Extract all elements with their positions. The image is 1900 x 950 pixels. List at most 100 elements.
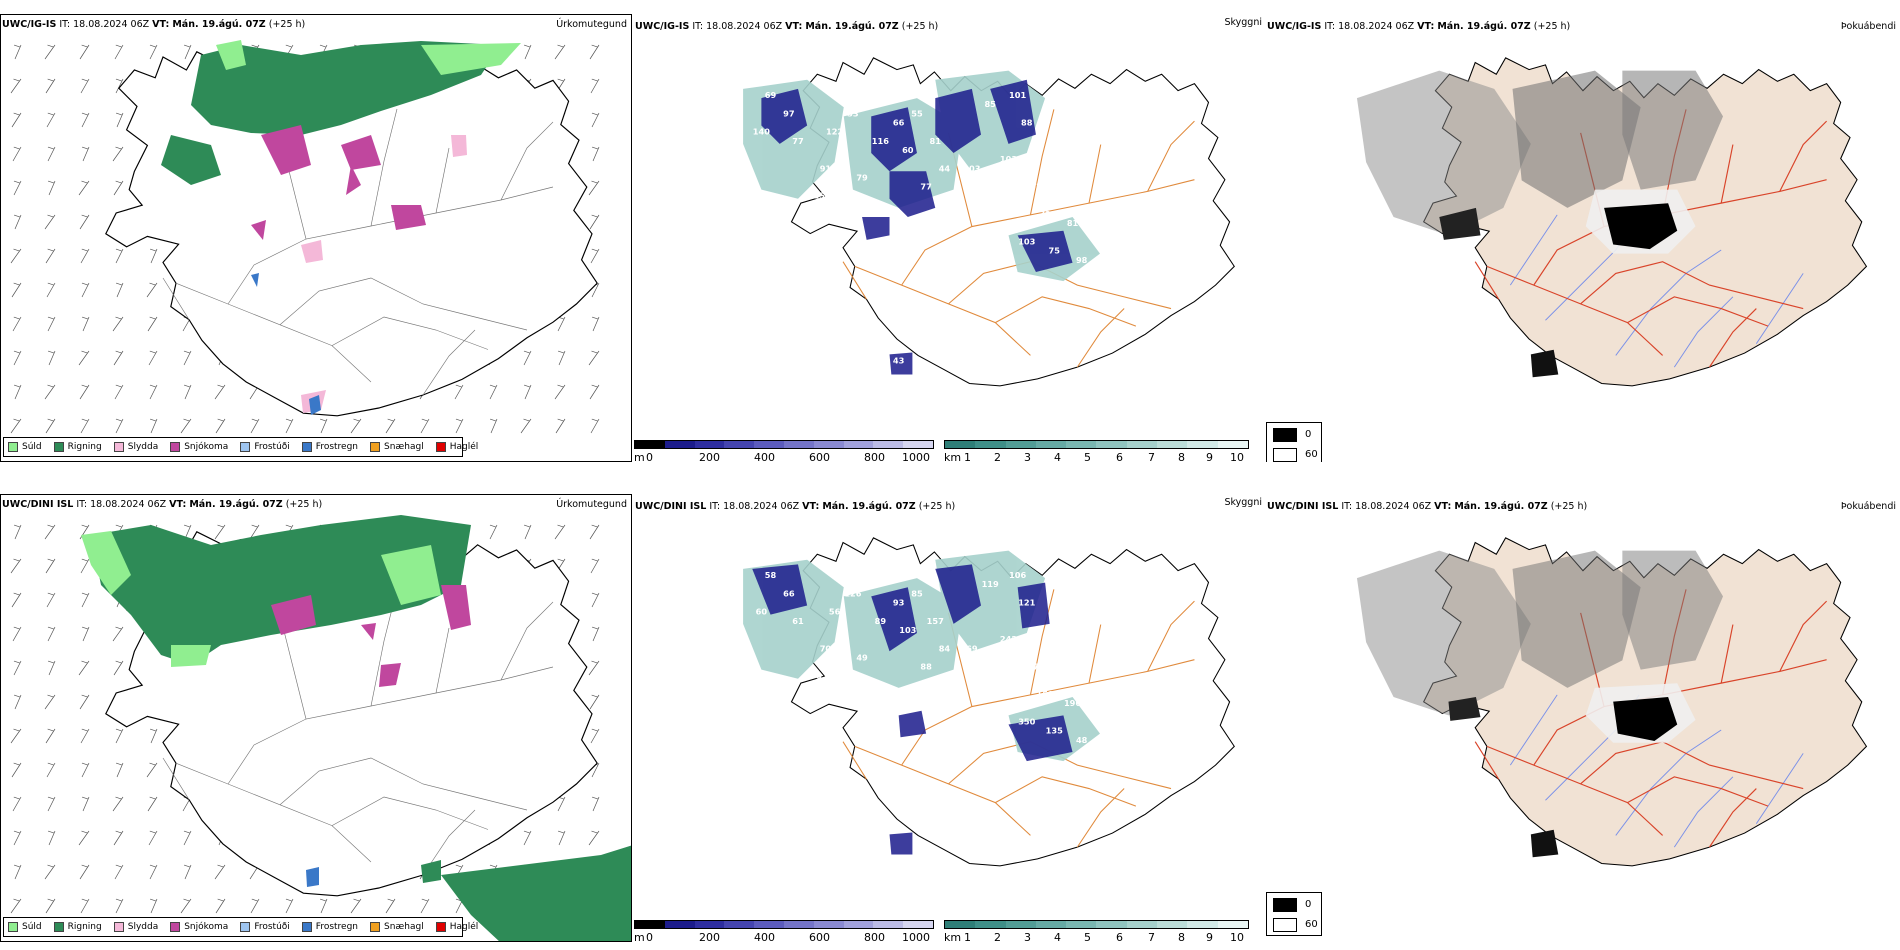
- snow-areas: [251, 125, 426, 240]
- legend-item: Frostúði: [240, 442, 290, 452]
- wind-barb: [183, 350, 192, 366]
- legend-item: Haglél: [435, 442, 478, 452]
- cloud-base-label: 55: [911, 108, 923, 118]
- rain-areas: [91, 515, 631, 941]
- wind-barb: [114, 384, 124, 400]
- panel-header: UWC/DINI ISL IT: 18.08.2024 06Z VT: Mán.…: [2, 499, 323, 510]
- wind-barb: [45, 248, 56, 264]
- wind-barb: [112, 146, 124, 162]
- wind-barb: [149, 728, 158, 744]
- wind-barb: [81, 626, 90, 642]
- wind-barb: [46, 592, 56, 608]
- cloud-base-label: 196: [1064, 698, 1081, 708]
- legend-item: Súld: [8, 442, 42, 452]
- wind-barb: [589, 694, 600, 710]
- wind-barb: [183, 864, 192, 880]
- cloud-base-label: 59: [865, 200, 877, 210]
- wind-barb: [13, 350, 22, 366]
- cloud-base-label: 93: [811, 671, 823, 681]
- wind-barb: [250, 418, 260, 434]
- wind-barb: [81, 762, 90, 778]
- wind-barb: [523, 830, 532, 846]
- wind-barb: [319, 418, 328, 434]
- cloud-base-label: 60: [756, 607, 768, 617]
- cloud-base-label: 50: [847, 218, 859, 228]
- legend-item: Rigning: [53, 922, 102, 932]
- precip-type-panel-top: UWC/IG-IS IT: 18.08.2024 06Z VT: Mán. 19…: [0, 14, 632, 462]
- wind-barb: [81, 592, 90, 608]
- wind-barb: [385, 898, 396, 914]
- wind-barb: [13, 180, 22, 196]
- legend-item: Slydda: [113, 442, 158, 452]
- wind-barb: [47, 316, 56, 332]
- wind-barb: [589, 524, 600, 540]
- cloud-ceiling-map: 69 97 140 77 122 53 91 115 79 59 50 72 116 66 55 60 81 44…: [743, 57, 1235, 387]
- ceiling-areas: [752, 564, 1073, 855]
- wind-barb: [44, 44, 56, 60]
- cloud-base-label: 106: [1009, 570, 1026, 580]
- cloud-base-label: 93: [893, 598, 905, 608]
- wind-barb: [350, 898, 362, 914]
- wind-barb: [78, 830, 90, 846]
- precip-type-legend: Súld Rigning Slydda Snjókoma Frostúði Fr…: [3, 917, 478, 937]
- wind-barb: [214, 524, 226, 540]
- wind-barb: [13, 214, 22, 230]
- cloud-base-label: 121: [1018, 598, 1035, 608]
- cloud-base-label: 79: [856, 172, 868, 182]
- fog-legend: 0 60: [1266, 892, 1322, 936]
- cloud-base-label: 103: [1018, 236, 1035, 246]
- wind-barb: [13, 694, 22, 710]
- wind-barb: [10, 248, 22, 264]
- wind-barb: [10, 558, 22, 574]
- wind-barb: [149, 44, 158, 60]
- precip-type-map: [10, 40, 600, 434]
- rain-areas: [161, 40, 521, 185]
- wind-barb: [588, 350, 600, 366]
- cloud-base-label: 103: [963, 163, 980, 173]
- wind-barb: [47, 350, 56, 366]
- wind-barb: [46, 282, 56, 298]
- ceiling-colorbar: m 0 200 400 600 800 1000: [634, 440, 934, 462]
- fog-shading: [1356, 70, 1724, 378]
- fog-indicator-panel-top: UWC/IG-IS IT: 18.08.2024 06Z VT: Mán. 19…: [1266, 14, 1900, 462]
- wind-barb: [215, 418, 226, 434]
- wind-barb: [79, 44, 90, 60]
- wind-barb: [45, 728, 56, 744]
- fog-indicator-map: [1356, 537, 1868, 867]
- cloud-base-label: 54: [847, 698, 859, 708]
- cloud-base-label: 88: [1021, 118, 1033, 128]
- cloud-base-label: 85: [911, 588, 923, 598]
- wind-barb: [112, 626, 124, 642]
- fog-swatch-white: [1273, 918, 1297, 932]
- wind-barb: [591, 626, 600, 642]
- wind-barb: [44, 524, 56, 540]
- cloud-base-label: 97: [783, 108, 795, 118]
- fog-indicator-panel-bottom: UWC/DINI ISL IT: 18.08.2024 06Z VT: Mán.…: [1266, 494, 1900, 942]
- wind-barb: [13, 524, 22, 540]
- wind-barb: [79, 694, 90, 710]
- wind-barb: [47, 830, 56, 846]
- wind-barb: [10, 78, 22, 94]
- wind-barb: [350, 418, 362, 434]
- legend-item: Slydda: [113, 922, 158, 932]
- wind-barb: [489, 418, 498, 434]
- wind-barb: [78, 660, 90, 676]
- wind-barb: [489, 524, 498, 540]
- wind-barb: [10, 898, 22, 914]
- fog-shading: [1356, 550, 1724, 858]
- wind-barb: [250, 898, 260, 914]
- cloud-base-label: 77: [792, 136, 804, 146]
- swatch-sleet: [113, 922, 124, 932]
- wind-barb: [590, 728, 600, 744]
- swatch-rain: [53, 442, 64, 452]
- wind-barb: [591, 146, 600, 162]
- cloud-base-label: 116: [872, 136, 889, 146]
- wind-barb: [12, 626, 22, 642]
- wind-barb: [285, 898, 294, 914]
- swatch-rain: [53, 922, 64, 932]
- wind-barb: [454, 384, 464, 400]
- ceiling-areas: [761, 79, 1073, 375]
- wind-barb: [180, 418, 192, 434]
- wind-barb: [554, 524, 566, 540]
